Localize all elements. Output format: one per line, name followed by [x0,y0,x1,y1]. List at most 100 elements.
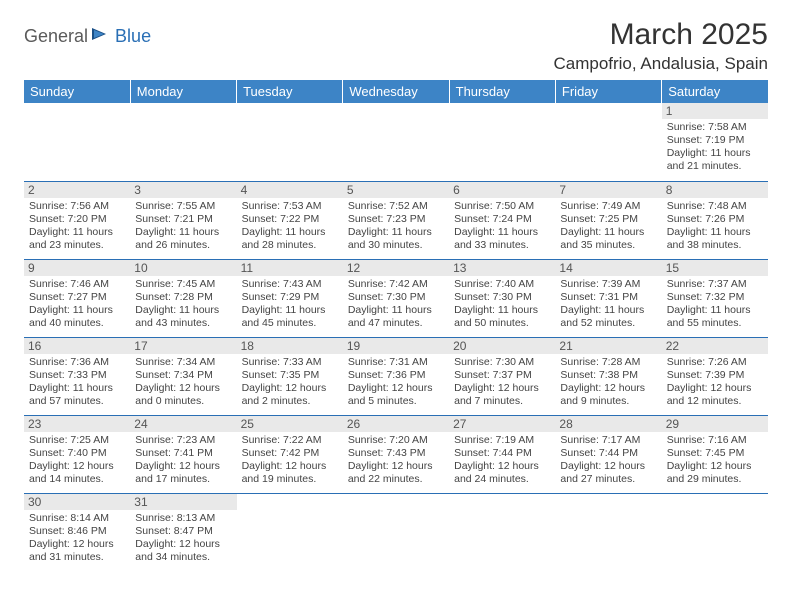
sunset-text: Sunset: 7:36 PM [348,369,444,382]
daylight-text: Daylight: 11 hours and 35 minutes. [560,226,656,252]
sunset-text: Sunset: 7:44 PM [560,447,656,460]
day-number: 3 [130,182,236,198]
sunset-text: Sunset: 7:33 PM [29,369,125,382]
day-info: Sunrise: 7:42 AMSunset: 7:30 PMDaylight:… [348,278,444,331]
daylight-text: Daylight: 12 hours and 0 minutes. [135,382,231,408]
daylight-text: Daylight: 11 hours and 55 minutes. [667,304,763,330]
calendar-row: 16Sunrise: 7:36 AMSunset: 7:33 PMDayligh… [24,337,768,415]
day-info: Sunrise: 7:39 AMSunset: 7:31 PMDaylight:… [560,278,656,331]
sunrise-text: Sunrise: 7:45 AM [135,278,231,291]
sunset-text: Sunset: 7:30 PM [454,291,550,304]
day-number: 14 [555,260,661,276]
day-info: Sunrise: 7:22 AMSunset: 7:42 PMDaylight:… [242,434,338,487]
sunrise-text: Sunrise: 7:19 AM [454,434,550,447]
calendar-cell: 23Sunrise: 7:25 AMSunset: 7:40 PMDayligh… [24,415,130,493]
calendar-cell: 29Sunrise: 7:16 AMSunset: 7:45 PMDayligh… [662,415,768,493]
sunrise-text: Sunrise: 7:30 AM [454,356,550,369]
sunset-text: Sunset: 7:27 PM [29,291,125,304]
sunset-text: Sunset: 7:31 PM [560,291,656,304]
sunset-text: Sunset: 7:23 PM [348,213,444,226]
day-number: 24 [130,416,236,432]
daylight-text: Daylight: 12 hours and 29 minutes. [667,460,763,486]
daylight-text: Daylight: 12 hours and 24 minutes. [454,460,550,486]
calendar-cell: 1Sunrise: 7:58 AMSunset: 7:19 PMDaylight… [662,103,768,181]
sunset-text: Sunset: 7:22 PM [242,213,338,226]
calendar-cell: 18 Sunrise: 7:33 AMSunset: 7:35 PMDayligh… [237,337,343,415]
sunset-text: Sunset: 7:28 PM [135,291,231,304]
day-number: 19 [343,338,449,354]
day-info: Sunrise: 7:19 AMSunset: 7:44 PMDaylight:… [454,434,550,487]
daylight-text: Daylight: 11 hours and 57 minutes. [29,382,125,408]
sunrise-text: Sunrise: 7:40 AM [454,278,550,291]
daylight-text: Daylight: 11 hours and 26 minutes. [135,226,231,252]
sunset-text: Sunset: 7:39 PM [667,369,763,382]
sunrise-text: Sunrise: 8:13 AM [135,512,231,525]
sunrise-text: Sunrise: 7:55 AM [135,200,231,213]
daylight-text: Daylight: 12 hours and 27 minutes. [560,460,656,486]
calendar-cell: 19Sunrise: 7:31 AMSunset: 7:36 PMDayligh… [343,337,449,415]
day-info: Sunrise: 7:50 AMSunset: 7:24 PMDaylight:… [454,200,550,253]
calendar-cell: 10 Sunrise: 7:45 AMSunset: 7:28 PMDayligh… [130,259,236,337]
daylight-text: Daylight: 11 hours and 21 minutes. [667,147,763,173]
calendar-cell: 7Sunrise: 7:49 AMSunset: 7:25 PMDaylight… [555,181,661,259]
logo-text-blue: Blue [115,26,151,47]
sunrise-text: Sunrise: 7:23 AM [135,434,231,447]
daylight-text: Daylight: 12 hours and 12 minutes. [667,382,763,408]
sunrise-text: Sunrise: 7:36 AM [29,356,125,369]
daylight-text: Daylight: 12 hours and 17 minutes. [135,460,231,486]
day-number: 26 [343,416,449,432]
calendar-cell [237,103,343,181]
header: General Blue March 2025 Campofrio, Andal… [24,18,768,74]
day-info: Sunrise: 7:33 AMSunset: 7:35 PMDaylight:… [242,356,338,409]
day-number: 10 [130,260,236,276]
logo: General Blue [24,26,151,47]
day-number: 18 [237,338,343,354]
daylight-text: Daylight: 11 hours and 43 minutes. [135,304,231,330]
daylight-text: Daylight: 12 hours and 34 minutes. [135,538,231,564]
location-text: Campofrio, Andalusia, Spain [553,54,768,74]
sunrise-text: Sunrise: 7:25 AM [29,434,125,447]
calendar-cell: 14 Sunrise: 7:39 AMSunset: 7:31 PMDayligh… [555,259,661,337]
day-info: Sunrise: 7:53 AMSunset: 7:22 PMDaylight:… [242,200,338,253]
day-info: Sunrise: 7:37 AMSunset: 7:32 PMDaylight:… [667,278,763,331]
day-number: 22 [662,338,768,354]
sunset-text: Sunset: 7:41 PM [135,447,231,460]
calendar-cell: 26Sunrise: 7:20 AMSunset: 7:43 PMDayligh… [343,415,449,493]
day-info: Sunrise: 8:13 AMSunset: 8:47 PMDaylight:… [135,512,231,565]
day-header: Monday [130,80,236,103]
sunrise-text: Sunrise: 7:43 AM [242,278,338,291]
day-number: 1 [662,103,768,119]
day-number: 2 [24,182,130,198]
day-info: Sunrise: 7:16 AMSunset: 7:45 PMDaylight:… [667,434,763,487]
day-number: 6 [449,182,555,198]
calendar-table: Sunday Monday Tuesday Wednesday Thursday… [24,80,768,571]
calendar-body: 1Sunrise: 7:58 AMSunset: 7:19 PMDaylight… [24,103,768,571]
calendar-cell [449,493,555,571]
daylight-text: Daylight: 12 hours and 9 minutes. [560,382,656,408]
sunset-text: Sunset: 7:19 PM [667,134,763,147]
calendar-cell [343,493,449,571]
day-info: Sunrise: 7:40 AMSunset: 7:30 PMDaylight:… [454,278,550,331]
day-info: Sunrise: 7:52 AMSunset: 7:23 PMDaylight:… [348,200,444,253]
day-info: Sunrise: 7:23 AMSunset: 7:41 PMDaylight:… [135,434,231,487]
day-number: 13 [449,260,555,276]
sunset-text: Sunset: 7:24 PM [454,213,550,226]
day-info: Sunrise: 7:46 AMSunset: 7:27 PMDaylight:… [29,278,125,331]
day-number: 8 [662,182,768,198]
day-info: Sunrise: 7:17 AMSunset: 7:44 PMDaylight:… [560,434,656,487]
day-number: 4 [237,182,343,198]
calendar-row: 1Sunrise: 7:58 AMSunset: 7:19 PMDaylight… [24,103,768,181]
title-block: March 2025 Campofrio, Andalusia, Spain [553,18,768,74]
calendar-cell [662,493,768,571]
sunset-text: Sunset: 7:43 PM [348,447,444,460]
daylight-text: Daylight: 11 hours and 50 minutes. [454,304,550,330]
calendar-cell: 8Sunrise: 7:48 AMSunset: 7:26 PMDaylight… [662,181,768,259]
daylight-text: Daylight: 12 hours and 5 minutes. [348,382,444,408]
day-info: Sunrise: 7:45 AMSunset: 7:28 PMDaylight:… [135,278,231,331]
daylight-text: Daylight: 11 hours and 33 minutes. [454,226,550,252]
calendar-cell [24,103,130,181]
calendar-cell: 28Sunrise: 7:17 AMSunset: 7:44 PMDayligh… [555,415,661,493]
calendar-cell: 17Sunrise: 7:34 AMSunset: 7:34 PMDayligh… [130,337,236,415]
calendar-row: 2Sunrise: 7:56 AMSunset: 7:20 PMDaylight… [24,181,768,259]
day-info: Sunrise: 7:43 AMSunset: 7:29 PMDaylight:… [242,278,338,331]
